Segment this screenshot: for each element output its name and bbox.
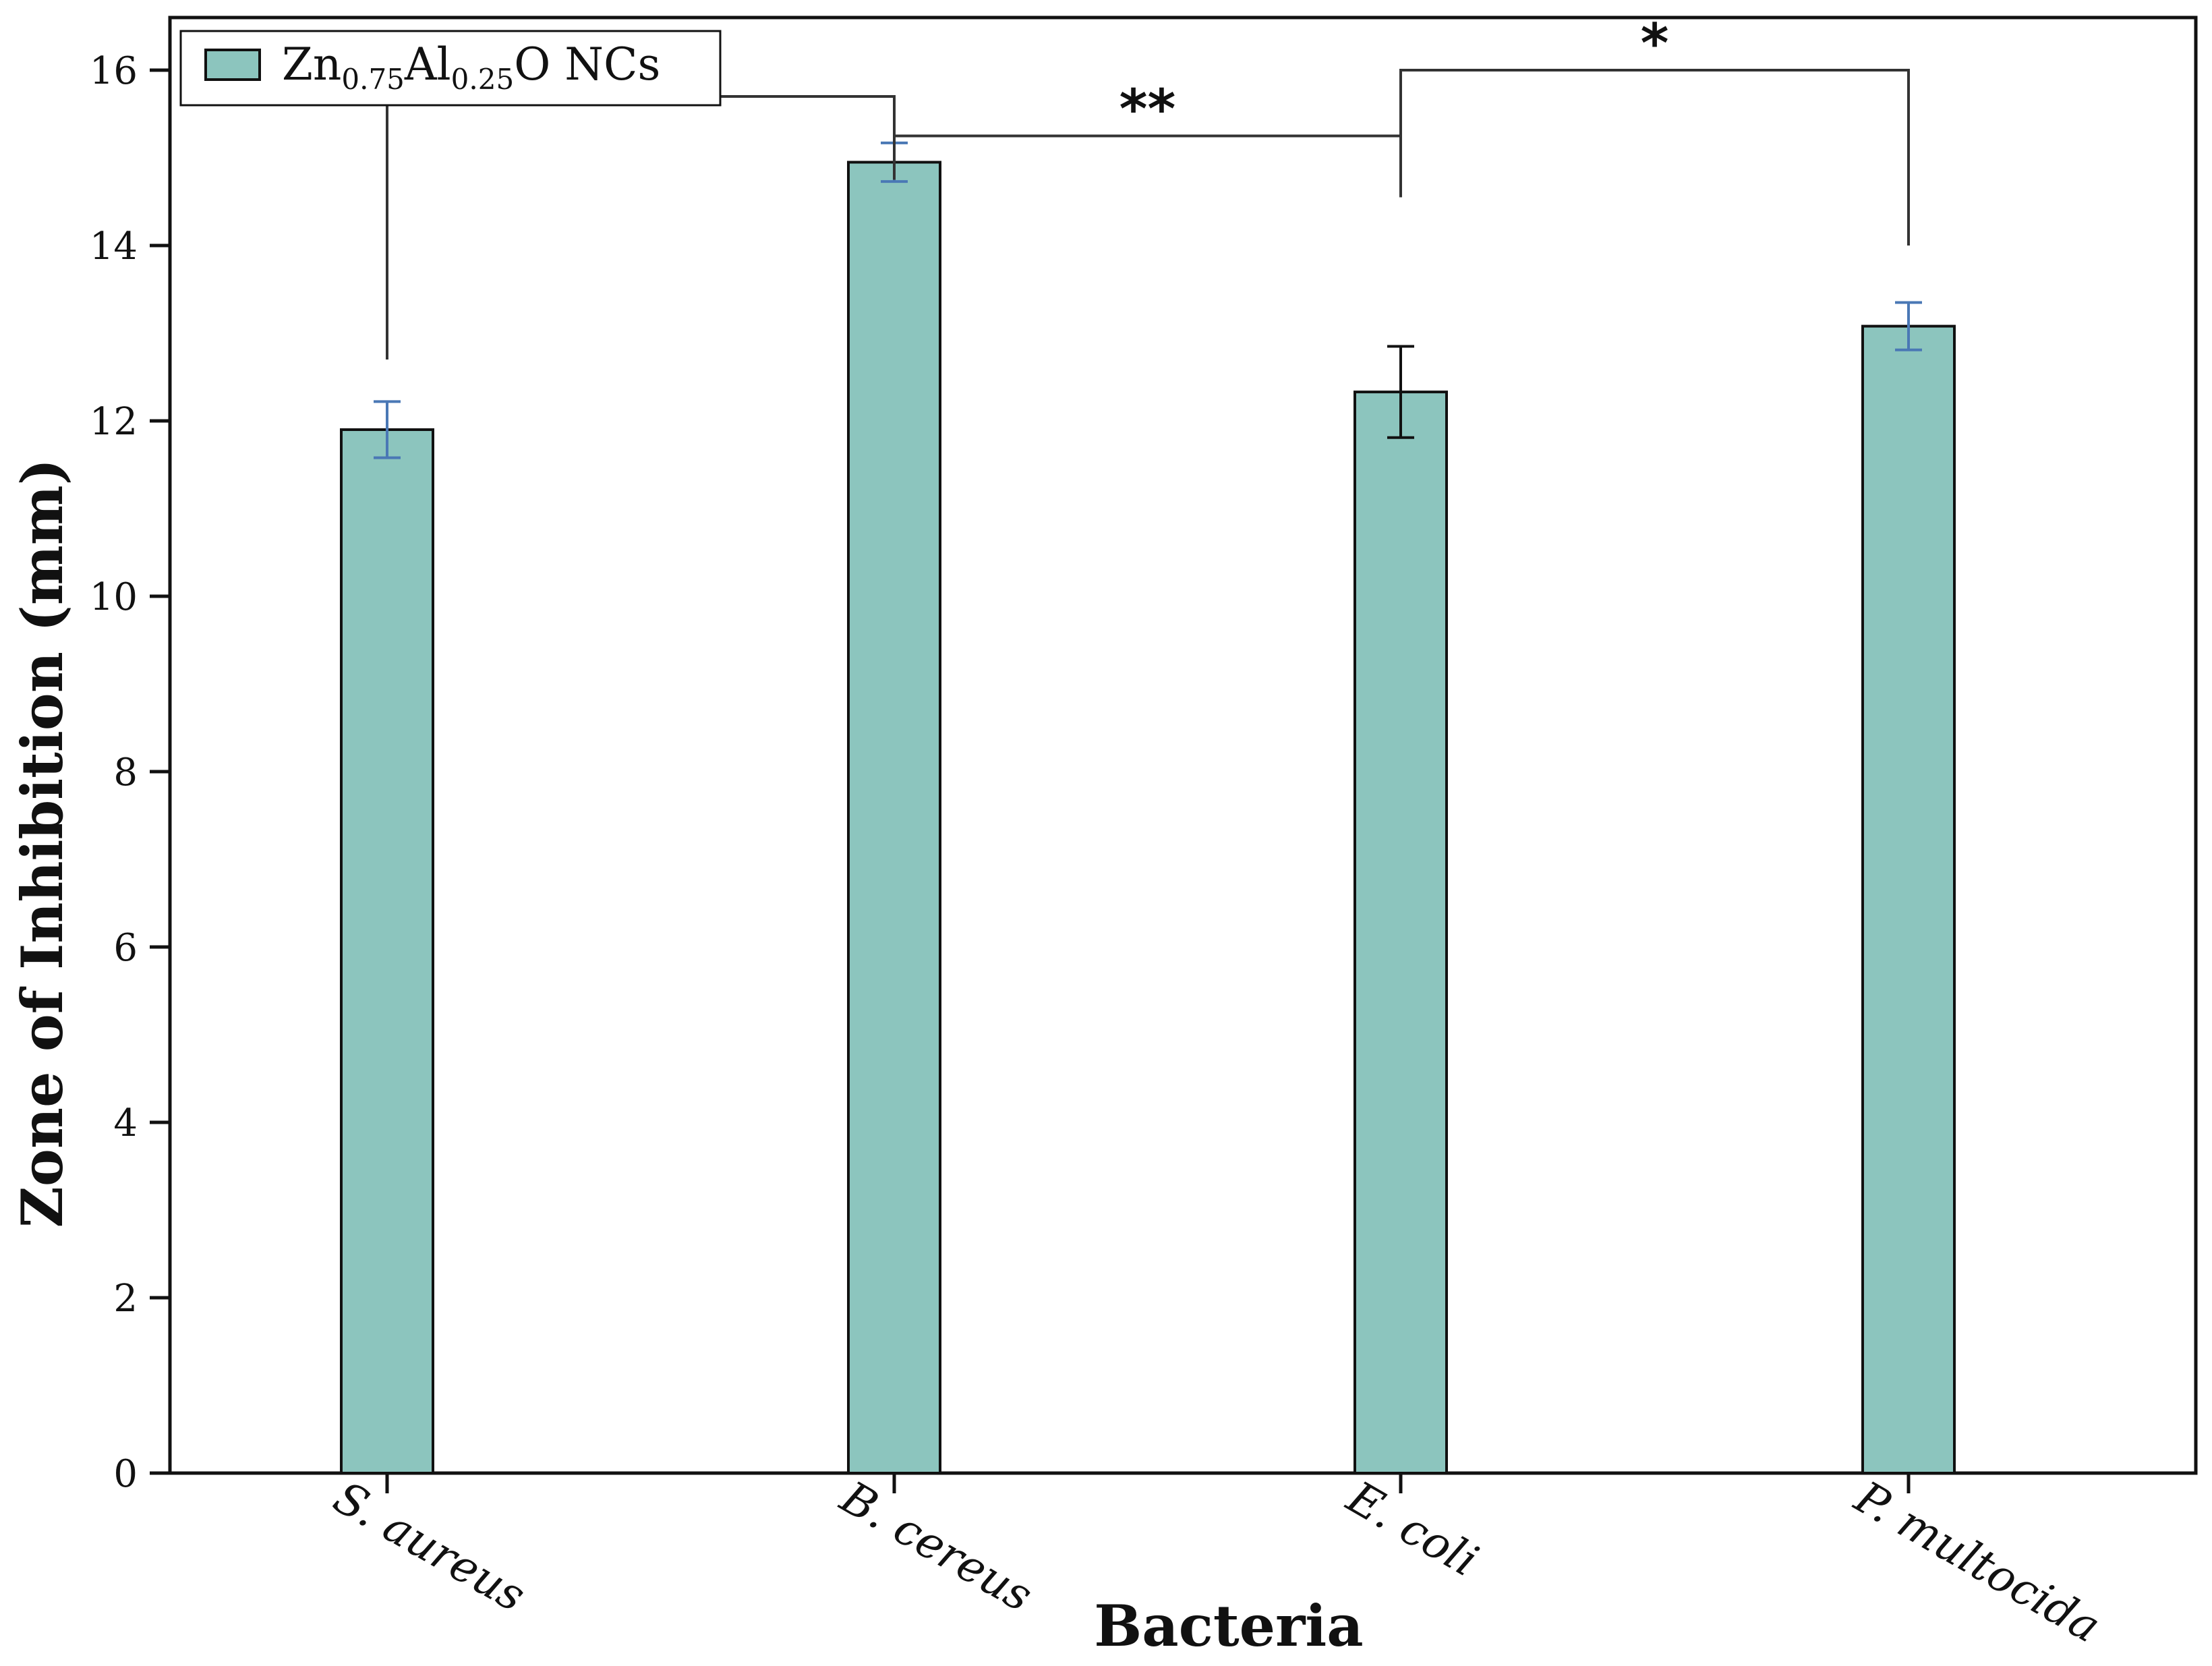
significance-bracket — [1399, 69, 1910, 246]
bar — [340, 428, 434, 1474]
y-tick-label: 12 — [90, 400, 138, 444]
significance-label: ** — [1119, 78, 1176, 141]
y-axis: 0 2 4 6 8 10 12 14 16 — [90, 49, 170, 1496]
legend-al: Al — [404, 38, 451, 90]
significance-label: * — [1641, 12, 1669, 75]
plot-frame — [168, 16, 2198, 1475]
bar — [1861, 324, 1956, 1475]
y-tick-label: 0 — [113, 1452, 138, 1496]
x-tick-label: E. coli — [1338, 1471, 1486, 1587]
error-bars-group — [374, 141, 1922, 459]
legend-swatch — [204, 49, 261, 81]
legend-box — [179, 30, 722, 107]
legend-zn: Zn — [282, 38, 341, 90]
x-axis-title: Bacteria — [1094, 1592, 1363, 1659]
y-tick-label: 10 — [90, 575, 138, 619]
y-tick-label: 14 — [90, 225, 138, 268]
legend-sub-al: 0.25 — [451, 63, 515, 96]
legend-label: Zn0.75Al0.25O NCs — [282, 38, 660, 96]
legend: Zn0.75Al0.25O NCs — [179, 30, 722, 107]
y-tick-label: 2 — [113, 1277, 138, 1321]
y-tick-label: 16 — [90, 49, 138, 93]
significance-bracket — [386, 95, 896, 360]
x-tick-label: P. multocida — [1846, 1471, 2109, 1653]
x-tick-label: S. aureus — [325, 1471, 534, 1622]
y-tick-label: 6 — [113, 926, 138, 970]
x-tick-label: B. cereus — [832, 1471, 1041, 1622]
y-tick-label: 4 — [113, 1101, 138, 1145]
bars-group — [340, 161, 1956, 1475]
y-tick-label: 8 — [113, 751, 138, 795]
legend-sub-zn: 0.75 — [341, 63, 405, 96]
y-axis-title: Zone of Inhibition (mm) — [9, 459, 76, 1228]
significance-bracket — [893, 134, 1402, 198]
bar — [847, 161, 941, 1474]
legend-o-ncs: O NCs — [514, 38, 660, 90]
bar — [1354, 391, 1448, 1474]
